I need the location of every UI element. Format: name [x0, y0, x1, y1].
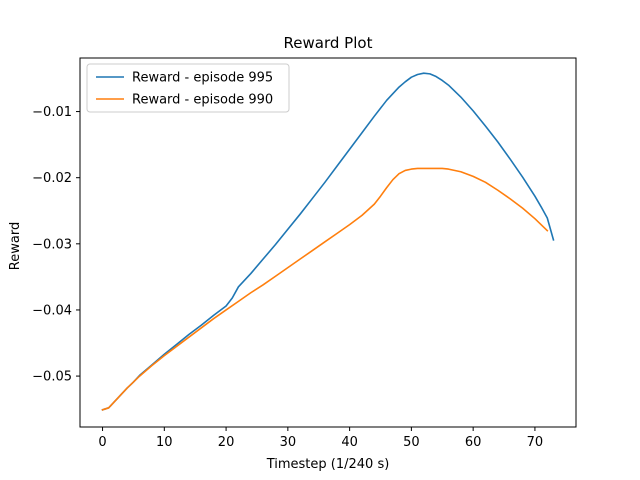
chart-title: Reward Plot — [284, 34, 373, 52]
x-tick-label-60: 60 — [465, 435, 482, 450]
x-tick-label-30: 30 — [280, 435, 297, 450]
y-tick-label-4: −0.01 — [32, 105, 72, 120]
legend: Reward - episode 995 Reward - episode 990 — [86, 63, 290, 113]
x-tick-label-50: 50 — [403, 435, 420, 450]
y-tick-label-0: −0.05 — [32, 370, 72, 385]
y-tick-label-2: −0.03 — [32, 237, 72, 252]
x-tick-label-10: 10 — [156, 435, 173, 450]
axes-layer: 0 10 20 30 40 50 60 70 −0.05 −0.04 −0.03 −0.02 −0.01 — [32, 57, 577, 450]
series-line-0 — [101, 72, 555, 411]
legend-label-1: Reward - episode 990 — [132, 93, 273, 108]
series-line-1 — [101, 167, 549, 411]
series-layer — [101, 72, 555, 411]
y-tick-label-1: −0.04 — [32, 303, 72, 318]
legend-box — [86, 63, 290, 113]
x-tick-label-20: 20 — [218, 435, 235, 450]
legend-label-0: Reward - episode 995 — [132, 71, 273, 86]
x-axis-title: Timestep (1/240 s) — [266, 457, 390, 472]
x-tick-label-40: 40 — [341, 435, 358, 450]
x-tick-label-70: 70 — [527, 435, 544, 450]
plot-frame — [79, 57, 577, 428]
x-tick-label-0: 0 — [98, 435, 106, 450]
y-tick-label-3: −0.02 — [32, 171, 72, 186]
y-axis-title: Reward — [8, 222, 23, 270]
